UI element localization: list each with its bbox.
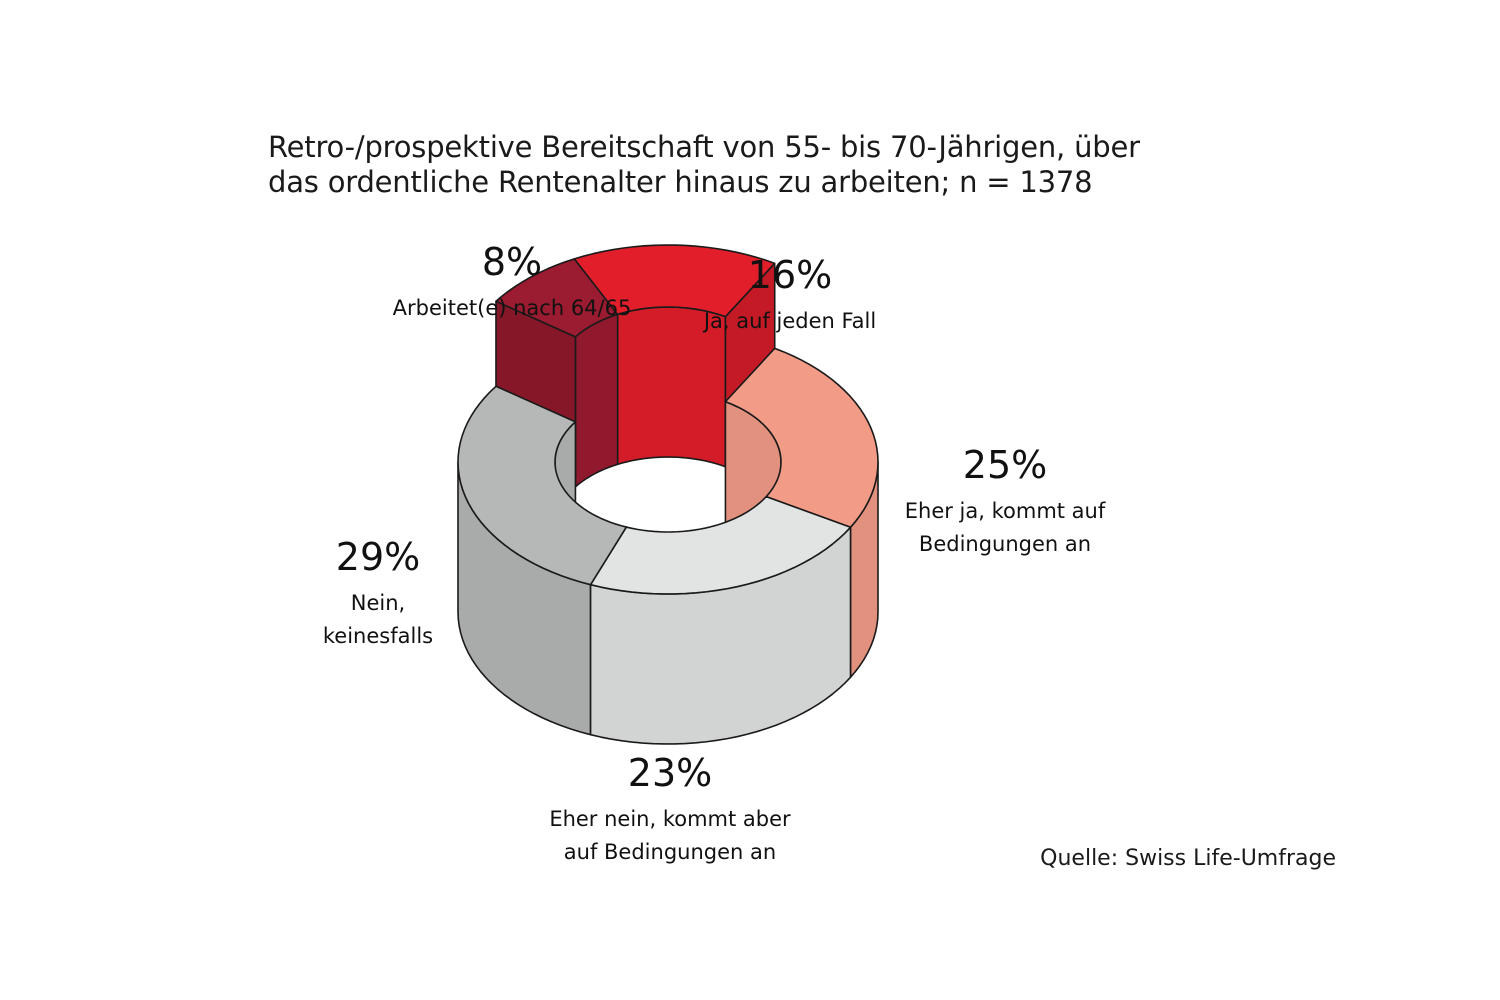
donut-faces: [457, 244, 879, 745]
slice-top-1: [573, 244, 776, 318]
slice-category-label-4-0: Nein,: [351, 591, 405, 615]
slice-category-label-2-1: Bedingungen an: [919, 532, 1091, 556]
slice-category-label-3-0: Eher nein, kommt aber: [549, 807, 791, 831]
source-note: Quelle: Swiss Life-Umfrage: [1040, 846, 1336, 871]
slice-value-label-2: 25%: [963, 443, 1047, 487]
slice-category-label-4-1: keinesfalls: [323, 624, 433, 648]
slice-category-label-1-0: Ja, auf jeden Fall: [702, 309, 876, 333]
slice-inner-wall-0-0: [574, 313, 619, 488]
slice-top-4: [457, 385, 628, 586]
slice-value-label-4: 29%: [336, 535, 420, 579]
slice-category-label-2-0: Eher ja, kommt auf: [905, 499, 1106, 523]
slice-value-label-3: 23%: [628, 751, 712, 795]
slice-category-label-0-0: Arbeitet(e) nach 64/65: [393, 296, 632, 320]
slice-category-label-3-1: auf Bedingungen an: [564, 840, 776, 864]
slice-value-label-1: 16%: [748, 253, 832, 297]
chart-title-line-1: Retro-/prospektive Bereitschaft von 55- …: [268, 130, 1140, 164]
slice-labels: 8% Arbeitet(e) nach 64/65 16% Ja, auf jeden…: [323, 240, 1106, 864]
chart-title: Retro-/prospektive Bereitschaft von 55- …: [268, 130, 1268, 200]
chart-title-line-2: das ordentliche Rentenalter hinaus zu ar…: [268, 165, 1093, 199]
slice-value-label-0: 8%: [482, 240, 542, 284]
